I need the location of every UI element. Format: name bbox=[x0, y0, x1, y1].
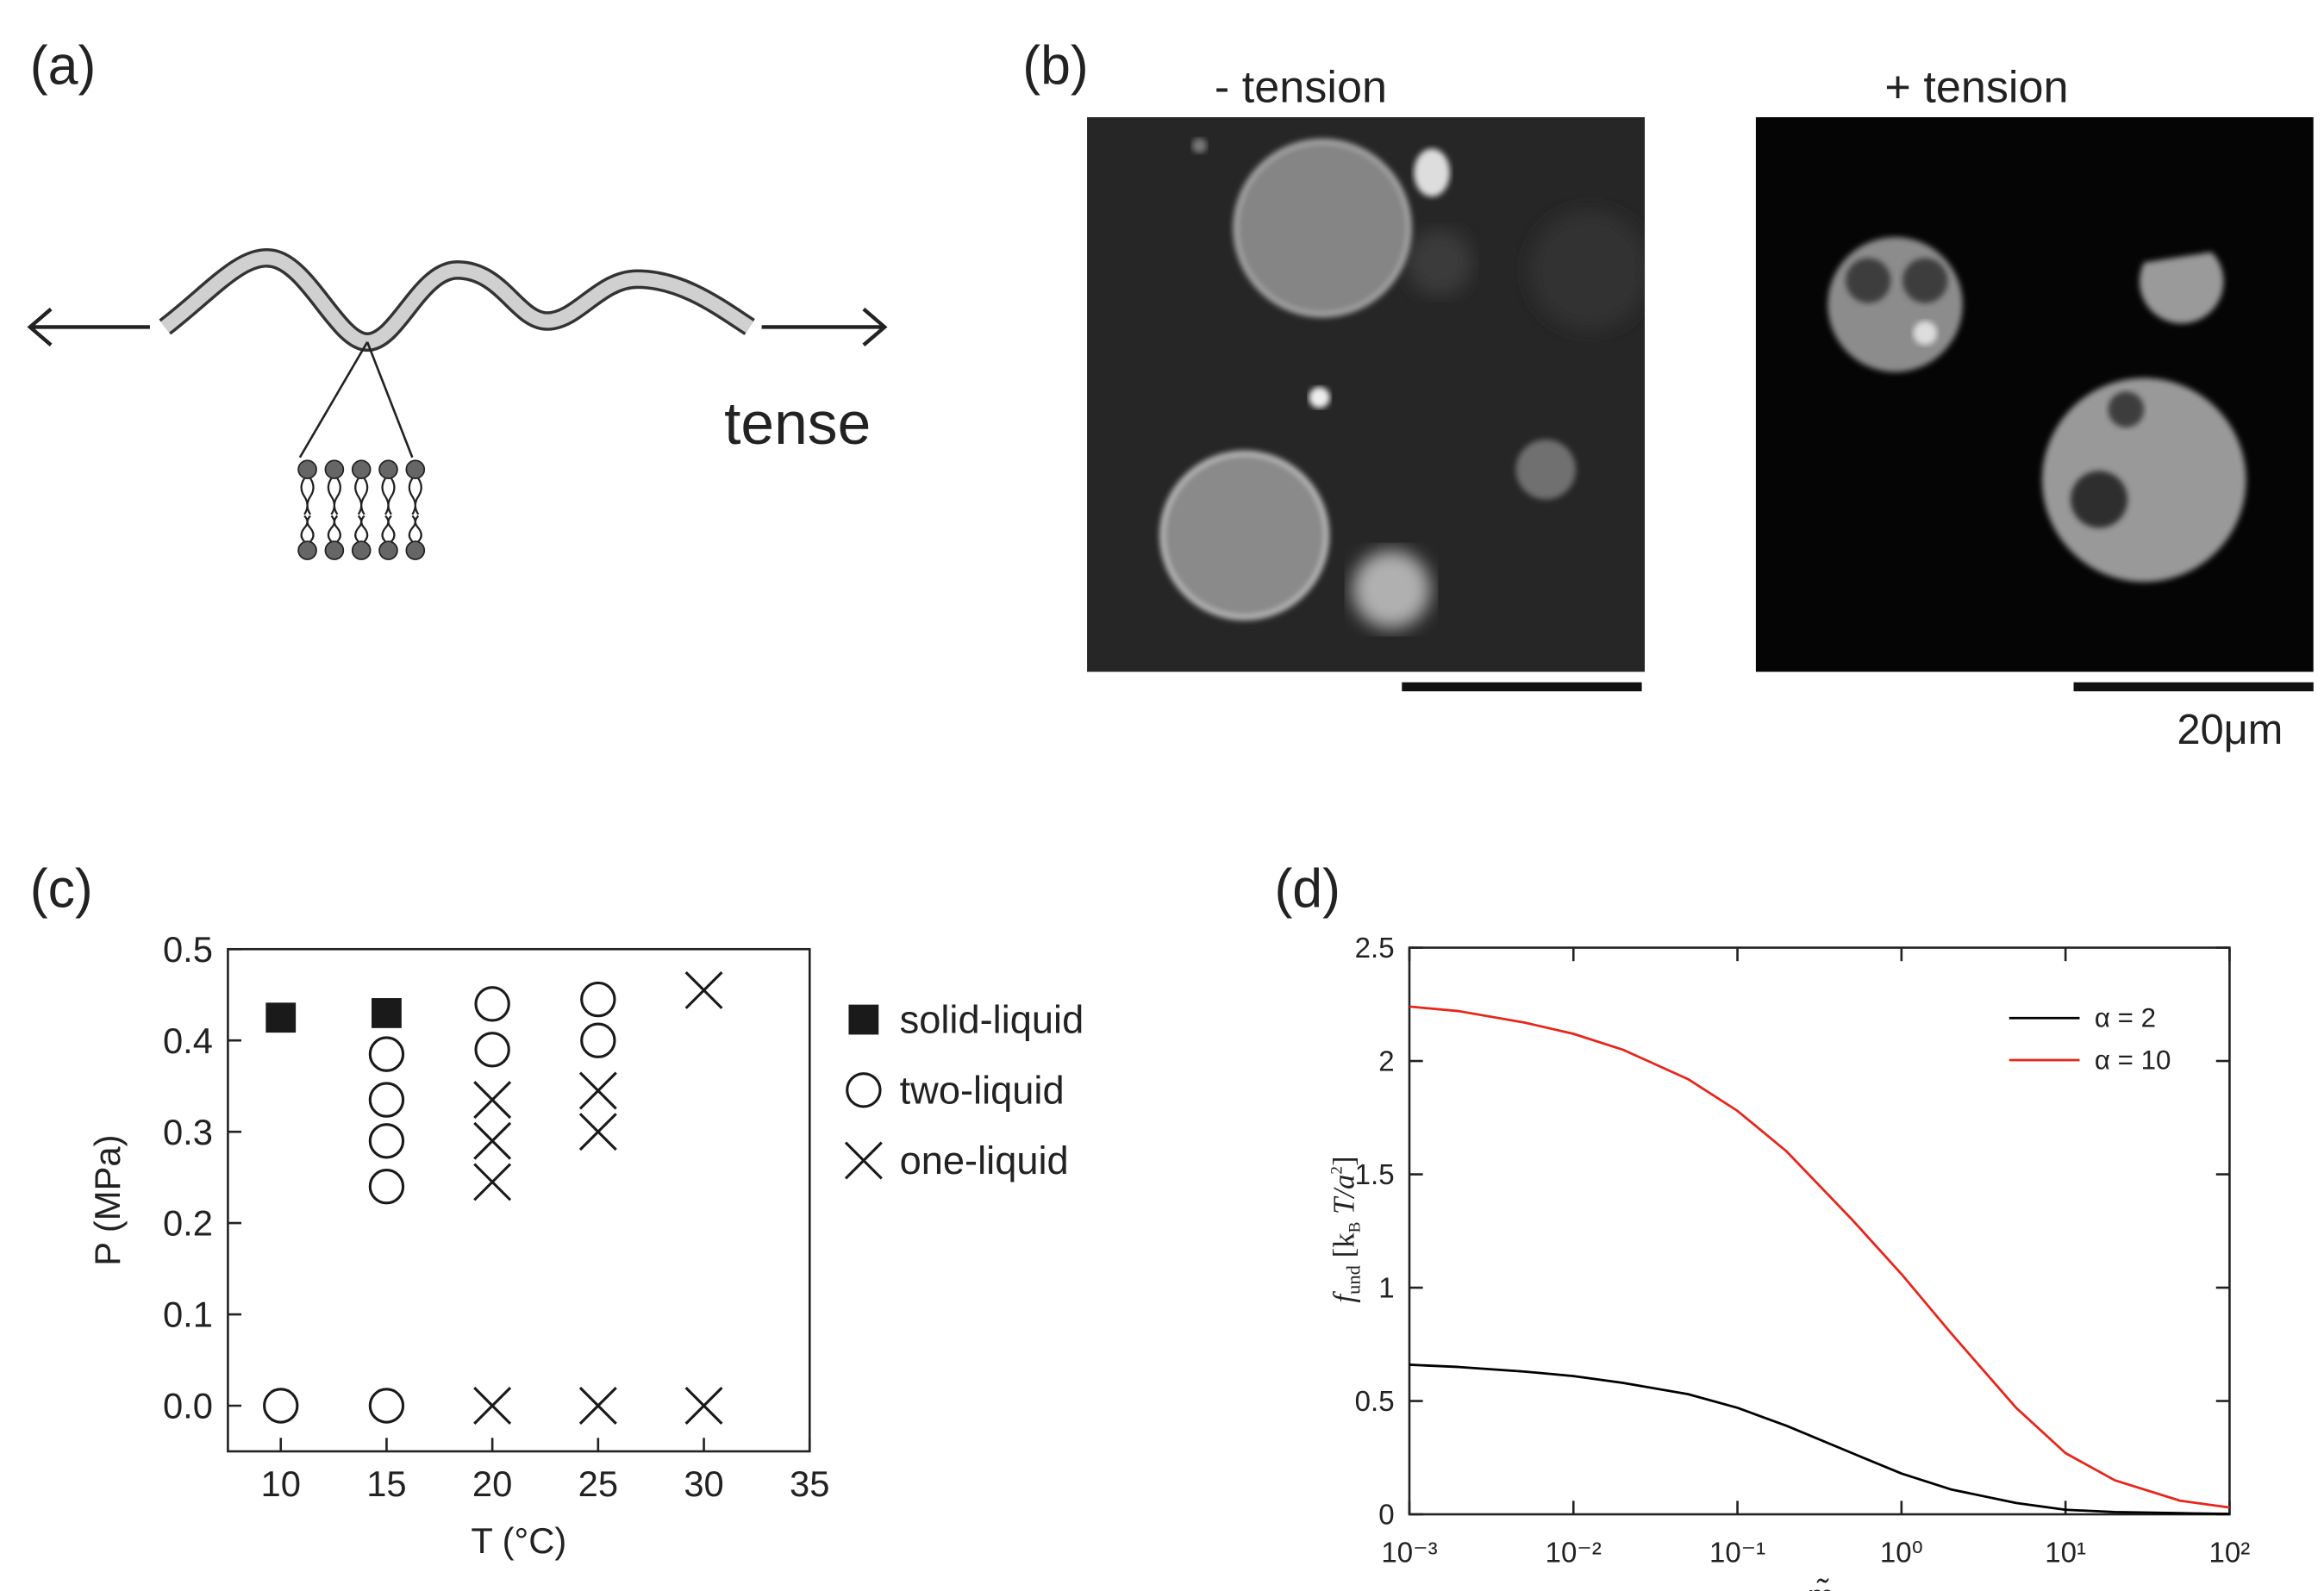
y-tick-label: 0.1 bbox=[163, 1295, 213, 1335]
y-tick-label: 0.5 bbox=[163, 929, 213, 970]
y-tick-label: 0 bbox=[1378, 1500, 1394, 1532]
marker bbox=[578, 1071, 617, 1110]
marker bbox=[368, 1123, 405, 1159]
line-series bbox=[1409, 1363, 2230, 1515]
scale-bar-label: 20μm bbox=[2177, 707, 2283, 753]
x-tick-label: 10⁻³ bbox=[1381, 1538, 1437, 1569]
panel-label: (a) bbox=[30, 36, 97, 97]
microscopy-image bbox=[1755, 116, 2314, 672]
tension-label: tense bbox=[724, 390, 871, 457]
y-label-part: und bbox=[1343, 1264, 1365, 1295]
legend-label: solid-liquid bbox=[900, 998, 1084, 1042]
y-axis-label: fund [kB T/a2] bbox=[1328, 1156, 1365, 1302]
y-tick-label: 0.5 bbox=[1355, 1386, 1395, 1418]
x-tick-label: 10⁻² bbox=[1546, 1538, 1602, 1569]
y-label-part: T/a bbox=[1328, 1175, 1361, 1222]
marker bbox=[368, 1388, 405, 1424]
x-tick-label: 15 bbox=[366, 1463, 406, 1504]
x-tick-label: 25 bbox=[578, 1463, 618, 1504]
panel-label: (d) bbox=[1274, 859, 1340, 920]
x-tick-label: 30 bbox=[684, 1463, 723, 1504]
x-axis-label: T (°C) bbox=[471, 1520, 566, 1561]
marker bbox=[578, 1113, 617, 1151]
y-tick-label: 0.2 bbox=[163, 1203, 213, 1244]
y-tick-label: 0.4 bbox=[163, 1020, 213, 1061]
x-tick-label: 10 bbox=[261, 1463, 301, 1504]
panel-label: (c) bbox=[30, 859, 93, 920]
marker bbox=[266, 1002, 297, 1033]
y-label-part: 2 bbox=[1328, 1166, 1346, 1175]
image-title: - tension bbox=[1215, 63, 1387, 113]
marker bbox=[372, 998, 402, 1028]
legend-label: α = 2 bbox=[2095, 1003, 2156, 1033]
marker bbox=[684, 1387, 723, 1425]
y-tick-label: 0.3 bbox=[163, 1112, 213, 1152]
marker bbox=[474, 1032, 510, 1068]
plot-frame bbox=[1408, 946, 2231, 1516]
marker bbox=[368, 1169, 405, 1205]
x-tick-label: 35 bbox=[790, 1463, 829, 1504]
marker bbox=[473, 1387, 512, 1425]
marker bbox=[580, 1022, 616, 1058]
marker bbox=[473, 1163, 512, 1201]
line-series bbox=[1409, 1005, 2230, 1509]
marker bbox=[473, 1121, 512, 1160]
legend-label: two-liquid bbox=[900, 1068, 1065, 1112]
chart: 10⁻³ 10⁻² 10⁻¹ 10⁰ 10¹ 10² 0 0.5 1 1.5 2 2.5 m̃ α = 2… bbox=[1355, 933, 2251, 1591]
y-tick-label: 1 bbox=[1378, 1273, 1394, 1305]
marker bbox=[474, 986, 510, 1022]
x-tick-label: 20 bbox=[472, 1463, 512, 1504]
legend-label: one-liquid bbox=[900, 1139, 1069, 1182]
marker bbox=[263, 1388, 299, 1424]
marker bbox=[473, 1081, 512, 1120]
x-tick-label: 10² bbox=[2209, 1538, 2251, 1569]
panel-label: (b) bbox=[1022, 36, 1089, 97]
y-label-part: ] bbox=[1328, 1156, 1361, 1166]
y-axis-label: P (MPa) bbox=[87, 1134, 128, 1265]
image-title: + tension bbox=[1884, 63, 2068, 113]
y-tick-label: 2.5 bbox=[1355, 933, 1395, 964]
legend-label: α = 10 bbox=[2095, 1045, 2171, 1075]
x-tick-label: 10¹ bbox=[2045, 1538, 2086, 1569]
microscopy-image bbox=[1087, 116, 1646, 672]
x-tick-label: 10⁻¹ bbox=[1709, 1538, 1765, 1569]
marker bbox=[578, 1387, 617, 1425]
y-label-part: [k bbox=[1328, 1232, 1361, 1265]
marker bbox=[844, 1141, 883, 1180]
y-label-part: B bbox=[1346, 1222, 1365, 1233]
y-tick-label: 1.5 bbox=[1355, 1159, 1395, 1191]
chart: 10 15 20 25 30 35 0.0 0.1 0.2 0.3 0.4 0.5 T (°C) P (M… bbox=[87, 929, 1084, 1561]
y-label-part: f bbox=[1328, 1291, 1361, 1303]
x-axis-label: m̃ bbox=[1806, 1578, 1834, 1591]
marker bbox=[368, 1036, 405, 1072]
y-tick-label: 2 bbox=[1378, 1046, 1394, 1078]
marker bbox=[848, 1004, 879, 1035]
marker bbox=[846, 1072, 882, 1108]
marker bbox=[368, 1082, 405, 1118]
membrane-diagram: tense bbox=[27, 248, 888, 560]
plot-frame bbox=[227, 947, 811, 1453]
x-tick-label: 10⁰ bbox=[1880, 1538, 1923, 1569]
marker bbox=[684, 970, 723, 1009]
y-tick-label: 0.0 bbox=[163, 1386, 213, 1426]
marker bbox=[580, 981, 616, 1018]
